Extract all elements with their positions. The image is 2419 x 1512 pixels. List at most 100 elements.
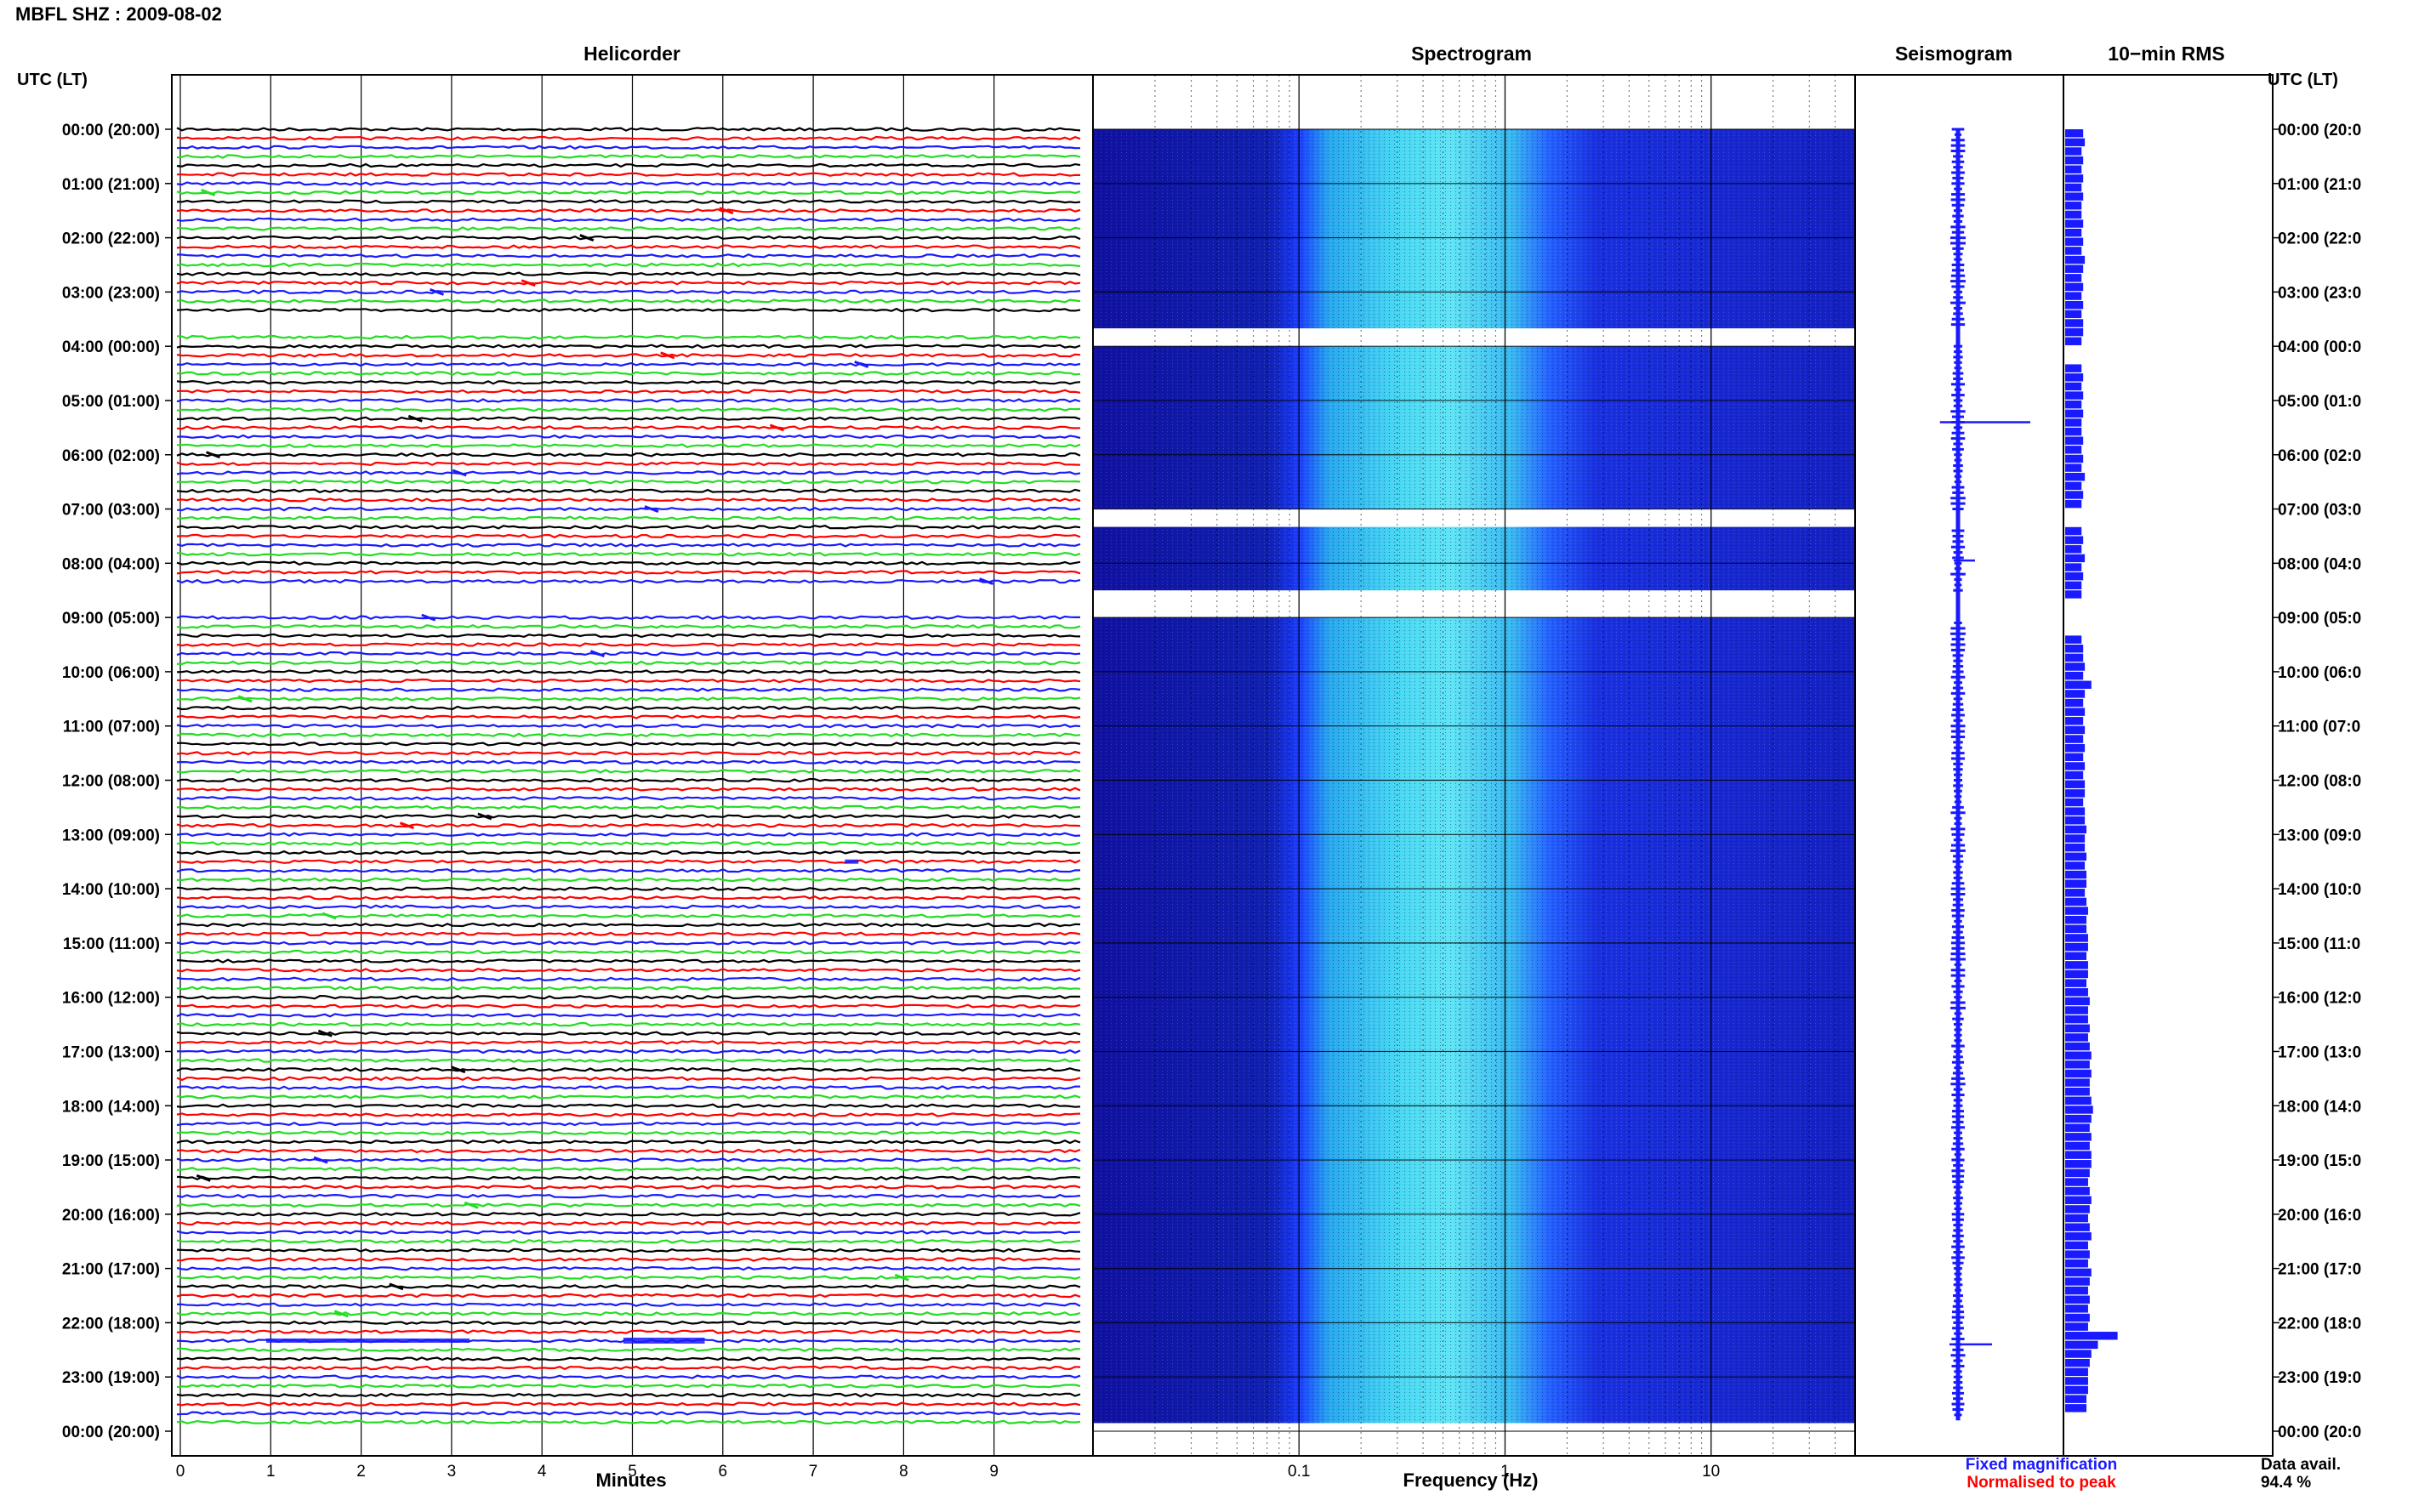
rms-bar [2065, 1160, 2092, 1168]
helicorder-trace [176, 271, 1081, 276]
rms-bar [2065, 499, 2082, 509]
rms-bar [2065, 770, 2084, 780]
helicorder-event [389, 1282, 404, 1291]
rms-bar [2065, 554, 2086, 563]
helicorder-trace [176, 1265, 1081, 1271]
helicorder-trace [176, 705, 1081, 711]
right-time-label: 09:00 (05:0 [2278, 610, 2361, 628]
helicorder-trace [176, 633, 1081, 639]
right-time-label: 15:00 (11:0 [2278, 935, 2360, 953]
helicorder-trace [176, 1085, 1081, 1090]
seismogram-panel [1939, 128, 2030, 1421]
rms-bar [2065, 1259, 2088, 1268]
spectrogram-noise [1093, 346, 1855, 509]
helicorder-event [464, 1201, 479, 1209]
helicorder-event [719, 207, 734, 215]
helicorder-trace [176, 443, 1081, 448]
rms-bar [2065, 653, 2084, 662]
rms-bar [2065, 247, 2082, 255]
right-time-label: 06:00 (02:0 [2278, 447, 2361, 465]
helicorder-event [322, 912, 337, 920]
helicorder-event [317, 1029, 333, 1037]
right-time-label: 16:00 (12:0 [2278, 990, 2361, 1008]
helicorder-trace [176, 416, 1081, 422]
rms-bar [2065, 255, 2086, 264]
left-time-label: 14:00 (10:00) [62, 881, 160, 899]
rms-bar [2065, 645, 2084, 653]
minute-tick-label: 3 [447, 1463, 457, 1481]
minute-tick-label: 5 [628, 1463, 637, 1481]
helicorder-trace [176, 1202, 1081, 1208]
rms-bar [2065, 717, 2084, 725]
rms-bar [2065, 735, 2084, 743]
rms-bar [2065, 1250, 2090, 1259]
left-time-label: 20:00 (16:00) [62, 1207, 160, 1225]
rms-bar [2065, 1087, 2090, 1096]
helicorder-trace [176, 678, 1081, 684]
helicorder-trace [176, 1329, 1081, 1334]
rms-bar [2065, 454, 2084, 463]
rms-bar [2065, 924, 2087, 934]
rms-bar [2065, 698, 2084, 708]
helicorder-event [477, 812, 492, 821]
helicorder-trace [176, 1275, 1081, 1280]
helicorder-trace [176, 1139, 1081, 1145]
rms-bar [2065, 743, 2086, 753]
minute-tick-label: 9 [989, 1463, 999, 1481]
helicorder-event [407, 414, 423, 423]
rms-bar [2065, 907, 2088, 915]
helicorder-event-burst [623, 1337, 705, 1344]
rms-bar [2065, 310, 2082, 319]
rms-bar [2065, 1332, 2118, 1340]
minute-tick-label: 6 [719, 1463, 728, 1481]
rms-bar [2065, 526, 2082, 536]
rms-bar [2065, 237, 2084, 247]
helicorder-trace [176, 913, 1081, 918]
helicorder-trace [176, 470, 1081, 475]
rms-bar [2065, 301, 2084, 310]
helicorder-trace [176, 822, 1081, 828]
helicorder-trace [176, 543, 1081, 548]
left-time-label: 12:00 (08:00) [62, 773, 160, 791]
left-time-label: 10:00 (06:00) [62, 664, 160, 682]
helicorder-event [979, 577, 994, 586]
rms-bar [2065, 1069, 2092, 1078]
helicorder-trace [176, 533, 1081, 539]
spectrogram-panel [1092, 75, 1856, 1456]
rms-bar [2065, 264, 2084, 273]
rms-bar [2065, 789, 2086, 798]
rms-bar [2065, 852, 2087, 861]
right-time-label: 21:00 (17:0 [2278, 1261, 2361, 1279]
helicorder-trace [176, 931, 1081, 936]
rms-bar [2065, 156, 2084, 165]
rms-bar [2065, 1277, 2090, 1286]
helicorder-trace [176, 334, 1081, 340]
helicorder-trace [176, 452, 1081, 458]
right-time-label: 23:00 (19:0 [2278, 1369, 2361, 1387]
helicorder-trace [176, 525, 1081, 530]
helicorder-trace [176, 344, 1081, 350]
helicorder-trace [176, 578, 1081, 584]
station-title: MBFL SHZ : 2009-08-02 [15, 3, 222, 25]
helicorder-trace [176, 796, 1081, 801]
left-time-label: 19:00 (15:00) [62, 1152, 160, 1170]
left-time-label: 05:00 (01:00) [62, 393, 160, 411]
rms-bar [2065, 1024, 2090, 1032]
helicorder-trace [176, 1031, 1081, 1036]
helicorder-trace [176, 461, 1081, 467]
helicorder-trace [176, 515, 1081, 520]
helicorder-event [333, 1310, 349, 1318]
rms-bar [2065, 1395, 2087, 1403]
rms-bar [2065, 319, 2084, 327]
rms-bar [2065, 1168, 2090, 1178]
rms-bar [2065, 581, 2082, 590]
helicorder-event [196, 1174, 211, 1182]
spectrogram-noise [1093, 526, 1855, 591]
left-time-label: 01:00 (21:00) [62, 176, 160, 194]
helicorder-trace [176, 642, 1081, 647]
helicorder-trace [176, 379, 1081, 385]
helicorder-trace [176, 162, 1081, 168]
helicorder-trace [176, 877, 1081, 883]
helicorder-trace [176, 1049, 1081, 1054]
helicorder-trace [176, 759, 1081, 765]
